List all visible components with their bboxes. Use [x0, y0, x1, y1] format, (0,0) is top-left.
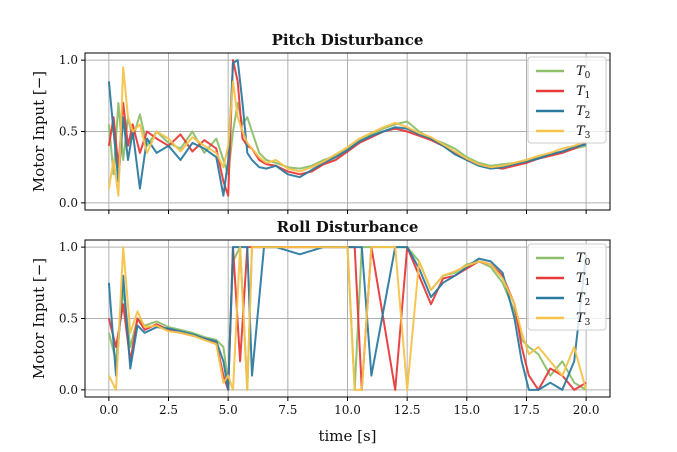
x-tick-label: 10.0 [334, 403, 361, 417]
x-tick-label: 0.0 [99, 403, 118, 417]
y-tick-label: 0.0 [59, 383, 78, 397]
y-tick-label: 1.0 [59, 53, 78, 67]
x-tick-label: 15.0 [453, 403, 480, 417]
legend-label-t1: T1 [576, 271, 590, 288]
y-axis-label: Motor Input [−] [30, 258, 48, 379]
series-line-t2 [107, 59, 587, 197]
legend-label-t0: T0 [576, 64, 591, 81]
y-tick-label: 1.0 [59, 240, 78, 254]
y-axis-label: Motor Input [−] [30, 71, 48, 192]
x-tick-label: 2.5 [159, 403, 178, 417]
x-tick-label: 20.0 [573, 403, 600, 417]
panel-title: Roll Disturbance [277, 218, 419, 236]
legend-label-t3: T3 [576, 311, 591, 328]
legend-label-t0: T0 [576, 251, 591, 268]
y-tick-label: 0.5 [59, 312, 78, 326]
y-tick-label: 0.0 [59, 196, 78, 210]
roll-panel: 0.0 2.5 5.0 7.5 10.0 12.5 15.0 17.5 20.0 0.0 0.5 1.… [30, 218, 611, 445]
legend [527, 56, 607, 144]
pitch-panel: 0.0 0.5 1.0 Pitch Disturbance Motor Input [−… [30, 31, 611, 214]
series-line-t3 [107, 66, 587, 197]
legend-label-t2: T2 [576, 291, 590, 308]
x-tick-label: 7.5 [278, 403, 297, 417]
panel-title: Pitch Disturbance [272, 31, 424, 49]
y-tick-label: 0.5 [59, 125, 78, 139]
x-tick-label: 17.5 [513, 403, 540, 417]
legend-label-t1: T1 [576, 84, 590, 101]
legend-label-t2: T2 [576, 104, 590, 121]
legend-label-t3: T3 [576, 124, 591, 141]
x-tick-label: 5.0 [219, 403, 238, 417]
legend [527, 243, 607, 331]
series-line-t3 [108, 246, 588, 391]
x-tick-label: 12.5 [394, 403, 421, 417]
x-axis-label: time [s] [318, 427, 376, 445]
